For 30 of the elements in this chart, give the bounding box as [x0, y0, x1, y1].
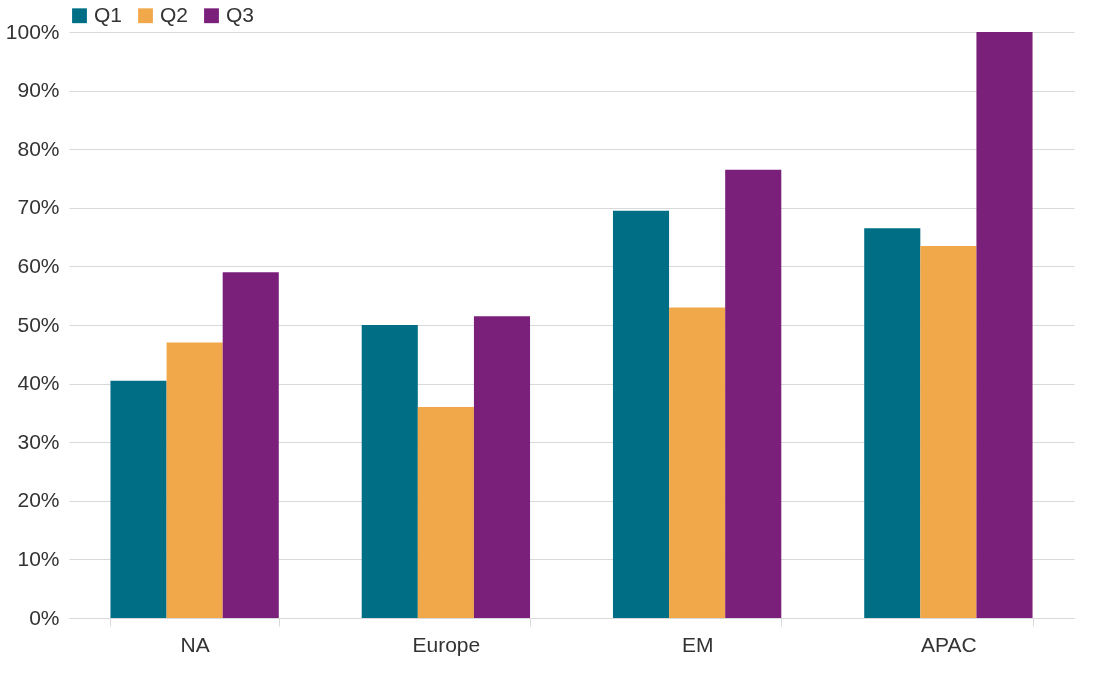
bar — [110, 380, 167, 618]
y-tick-label: 100% — [5, 19, 60, 43]
bar — [725, 169, 782, 618]
bar — [222, 272, 279, 618]
bar — [976, 32, 1033, 618]
legend-label: Q2 — [160, 2, 189, 26]
bar — [473, 316, 531, 618]
y-tick-label: 40% — [17, 371, 60, 395]
legend-label: Q1 — [94, 2, 123, 26]
y-tick-label: 80% — [17, 136, 60, 160]
bar — [669, 307, 726, 618]
y-tick-label: 60% — [17, 253, 60, 277]
y-tick-label: 0% — [29, 605, 60, 629]
x-tick-label: Europe — [412, 632, 481, 656]
bar — [612, 210, 670, 618]
y-tick-label: 20% — [17, 488, 60, 512]
y-tick-label: 70% — [17, 195, 60, 219]
y-tick-label: 90% — [17, 78, 60, 102]
x-tick-label: APAC — [921, 632, 977, 656]
bar — [920, 245, 977, 618]
bar — [166, 342, 223, 618]
bar — [361, 325, 418, 618]
x-tick-label: NA — [180, 632, 210, 656]
x-tick-label: EM — [681, 632, 714, 656]
bar — [864, 228, 921, 618]
y-tick-label: 10% — [17, 546, 60, 570]
y-tick-label: 30% — [17, 429, 60, 453]
bar — [417, 407, 474, 618]
y-tick-label: 50% — [17, 312, 60, 336]
legend-label: Q3 — [226, 2, 255, 26]
